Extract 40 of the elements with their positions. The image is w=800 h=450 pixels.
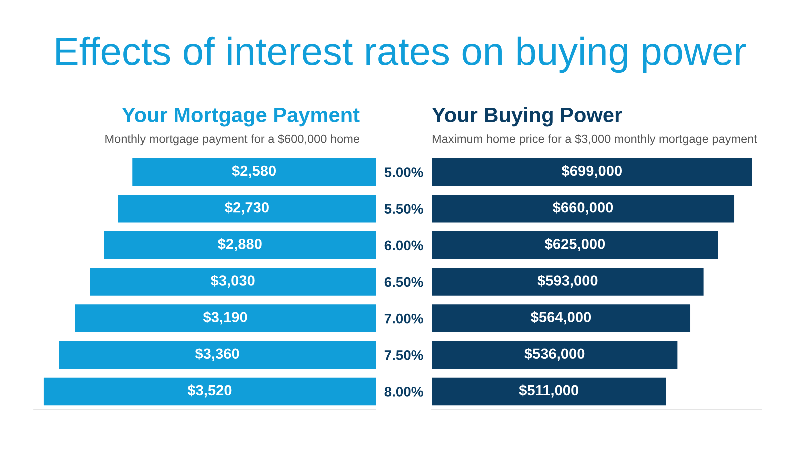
data-label: $3,520 (188, 384, 232, 398)
y-tick-label: 7.50% (384, 350, 424, 360)
data-label: $3,030 (210, 274, 255, 288)
bar (104, 232, 376, 260)
bar (432, 232, 718, 260)
data-label: $593,000 (538, 274, 598, 288)
data-label: $536,000 (524, 348, 585, 362)
data-label: $660,000 (553, 202, 614, 215)
data-label: $2,880 (218, 238, 262, 252)
text: Monthly mortgage payment for a $600,000 home (106, 134, 360, 146)
bar (432, 304, 691, 332)
data-label: $3,190 (203, 312, 248, 325)
y-tick-label: 5.00% (384, 168, 424, 178)
bar (432, 378, 666, 406)
data-label: $699,000 (562, 165, 622, 178)
y-tick-label: 6.50% (384, 277, 424, 288)
chart-subtitle: Your Buying Power (432, 107, 622, 127)
bar (432, 341, 678, 370)
data-label: $3,360 (195, 348, 240, 362)
bar (432, 194, 735, 223)
y-tick-label: 5.50% (384, 204, 424, 214)
y-tick-label: 7.00% (384, 314, 424, 324)
data-label: $625,000 (545, 238, 606, 252)
bar (44, 378, 376, 406)
bar (90, 268, 376, 296)
bar (59, 341, 376, 370)
data-label: $564,000 (531, 312, 592, 325)
data-label: $2,580 (232, 165, 276, 178)
data-label: $2,730 (225, 202, 269, 215)
bar (432, 268, 704, 296)
y-tick-label: 8.00% (384, 387, 424, 397)
bar (132, 158, 376, 186)
text: Maximum home price for a $3,000 monthly mortgage payment (432, 134, 758, 146)
y-tick-label: 6.00% (384, 240, 424, 251)
bar (432, 158, 752, 186)
chart-title: Effects of interest rates on buying power (56, 36, 746, 74)
bar (75, 304, 376, 332)
chart-subtitle: Your Mortgage Payment (122, 108, 360, 127)
bar (118, 194, 376, 223)
data-label: $511,000 (519, 384, 579, 398)
